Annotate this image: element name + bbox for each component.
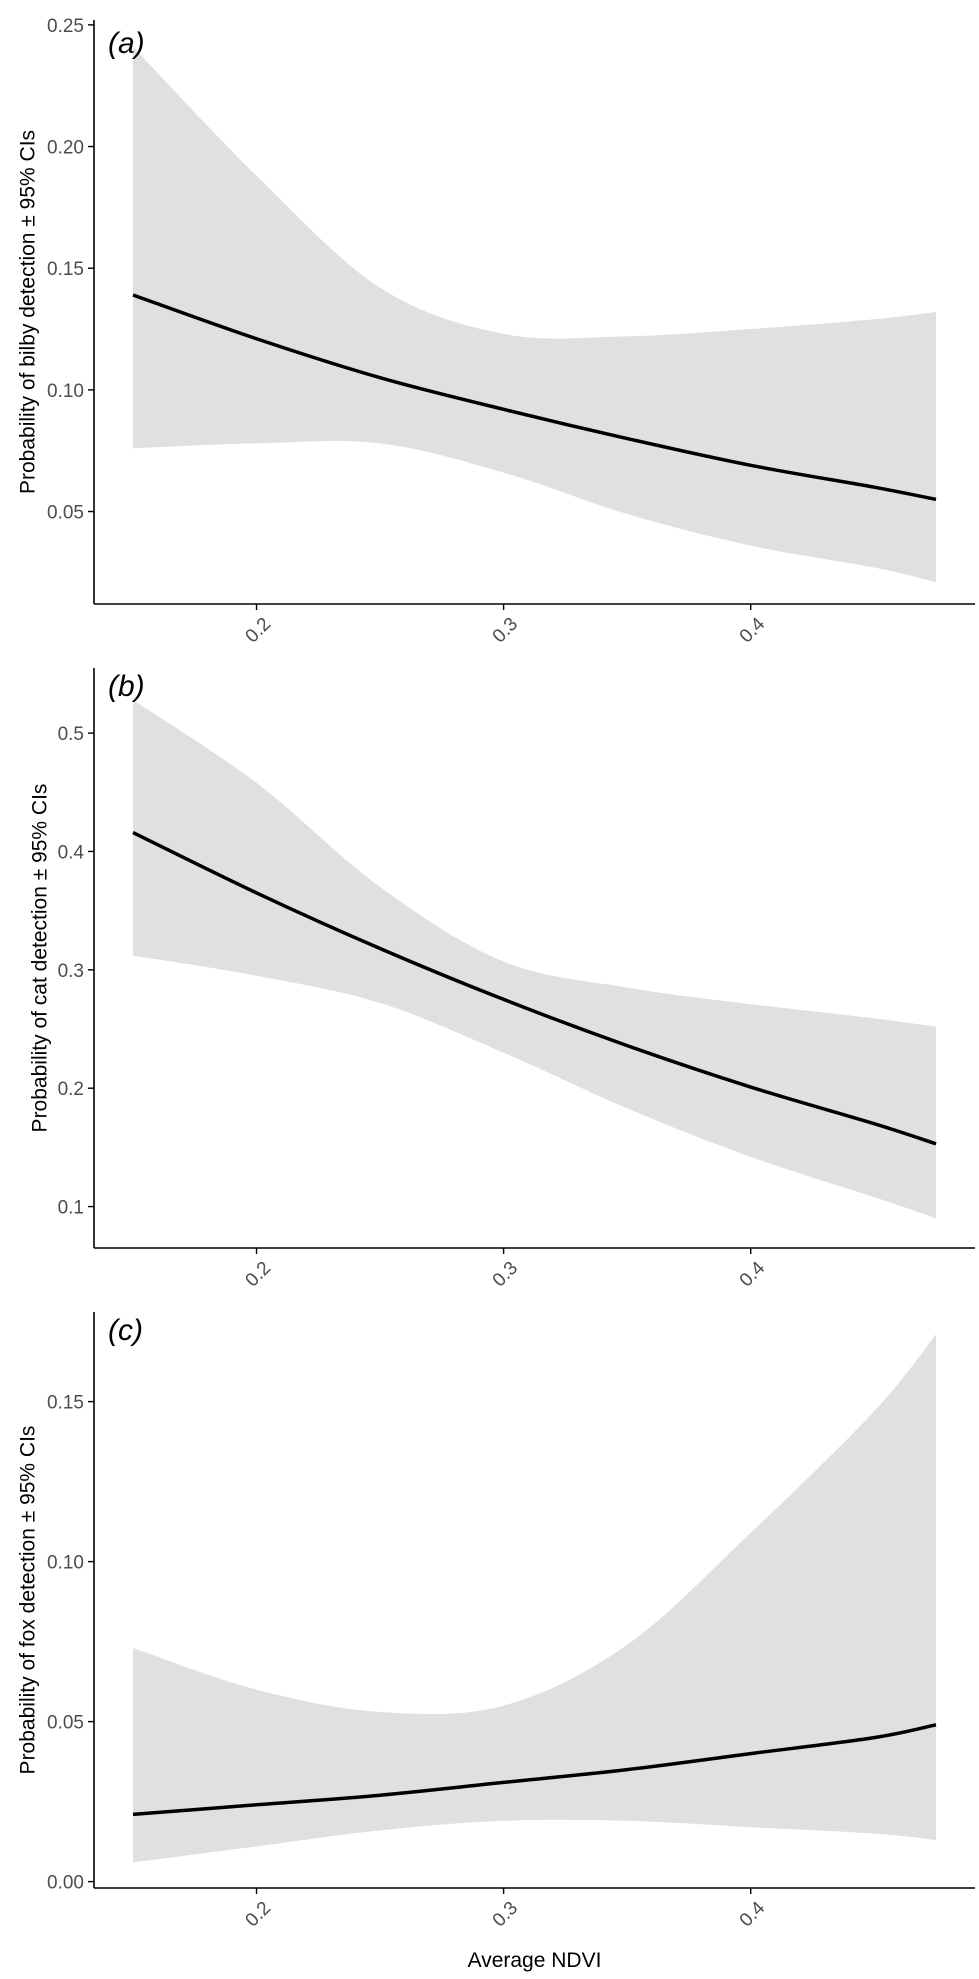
y-tick-label: 0.3 [58, 961, 84, 982]
x-tick-label: 0.4 [736, 1897, 770, 1931]
x-tick-label: 0.2 [242, 1258, 276, 1292]
confidence-ribbon [133, 699, 936, 1219]
panel-3: 0.00 0.05 0.10 0.15 0.2 0.3 0.4 Probability of … [16, 1312, 975, 1972]
y-tick-label: 0.15 [47, 259, 84, 280]
panel-label: (b) [108, 670, 145, 703]
y-tick-label: 0.2 [58, 1079, 84, 1100]
x-tick-label: 0.3 [489, 1258, 523, 1292]
x-tick-label: 0.3 [489, 614, 523, 648]
panel-2: 0.1 0.2 0.3 0.4 0.5 0.2 0.3 0.4 Probability of c… [28, 668, 975, 1291]
fitted-line [132, 830, 937, 1146]
y-tick-label: 0.10 [47, 381, 84, 402]
x-tick-label: 0.4 [736, 1257, 770, 1291]
y-tick-label: 0.05 [47, 503, 84, 524]
y-axis-title: Probability of bilby detection ± 95% CIs [16, 130, 39, 494]
y-axis-title: Probability of cat detection ± 95% CIs [28, 784, 51, 1133]
y-tick-label: 0.05 [47, 1713, 84, 1734]
y-tick-label: 0.00 [47, 1873, 84, 1894]
x-tick-label: 0.2 [242, 614, 276, 648]
fitted-line [132, 1723, 937, 1817]
x-tick-label: 0.3 [489, 1898, 523, 1932]
x-tick-label: 0.4 [736, 613, 770, 647]
x-tick-label: 0.2 [242, 1898, 276, 1932]
y-tick-label: 0.4 [58, 842, 85, 863]
y-axis-title: Probability of fox detection ± 95% CIs [16, 1426, 39, 1775]
panel-1: 0.05 0.10 0.15 0.20 0.25 0.2 0.3 0.4 Probability… [16, 16, 975, 647]
y-tick-label: 0.5 [58, 724, 84, 745]
panel-label: (c) [108, 1314, 143, 1347]
y-tick-label: 0.25 [47, 16, 84, 37]
x-axis-title: Average NDVI [468, 1949, 602, 1972]
fitted-line [132, 293, 937, 502]
panel-label: (a) [108, 27, 145, 60]
y-tick-label: 0.1 [58, 1198, 84, 1219]
confidence-ribbon [133, 46, 936, 583]
confidence-ribbon [133, 1334, 936, 1863]
y-tick-label: 0.20 [47, 138, 84, 159]
y-tick-label: 0.15 [47, 1393, 84, 1414]
y-tick-label: 0.10 [47, 1553, 84, 1574]
